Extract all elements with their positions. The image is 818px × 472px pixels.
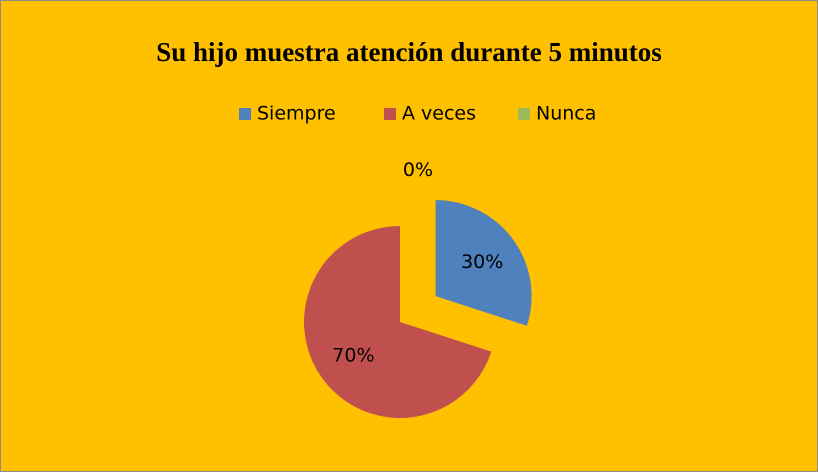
legend-label: A veces [402, 103, 476, 125]
pie-slice [435, 200, 532, 326]
pie-slice [304, 225, 492, 418]
chart-title: Su hijo muestra atención durante 5 minut… [156, 37, 662, 67]
data-label: 30% [461, 251, 503, 273]
data-label: 70% [332, 344, 374, 366]
legend-swatch [518, 108, 530, 120]
legend-label: Siempre [257, 103, 336, 125]
legend-label: Nunca [536, 103, 596, 125]
legend-swatch [384, 108, 396, 120]
legend-swatch [239, 108, 251, 120]
data-label: 0% [403, 159, 433, 181]
